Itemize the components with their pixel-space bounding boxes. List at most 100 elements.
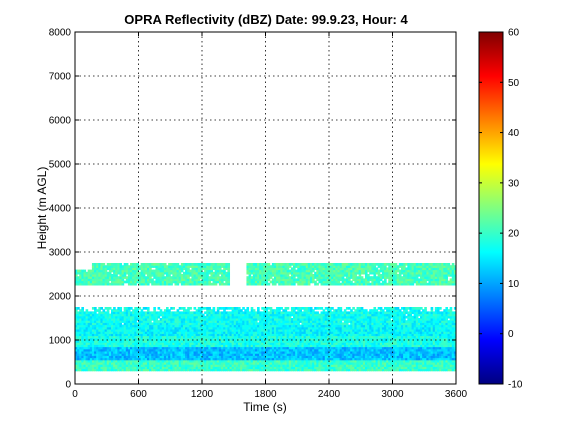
heatmap-cell: [322, 355, 326, 359]
heatmap-cell: [132, 324, 135, 328]
heatmap-cell: [100, 329, 104, 332]
heatmap-cell: [326, 366, 330, 370]
heatmap-cell: [223, 342, 226, 345]
heatmap-cell: [212, 366, 216, 370]
heatmap-cell: [102, 324, 106, 328]
heatmap-cell: [345, 353, 349, 356]
heatmap-cell: [130, 359, 133, 363]
heatmap-cell: [295, 335, 298, 339]
heatmap-cell: [362, 342, 366, 345]
heatmap-cell: [83, 311, 87, 315]
heatmap-cell: [396, 348, 400, 352]
heatmap-cell: [159, 357, 163, 361]
heatmap-cell: [208, 331, 211, 334]
heatmap-cell: [379, 359, 383, 363]
heatmap-cell: [428, 353, 432, 356]
heatmap-cell: [240, 337, 243, 341]
heatmap-cell: [89, 353, 93, 356]
heatmap-cell: [424, 368, 427, 372]
heatmap-cell: [358, 353, 362, 356]
heatmap-cell: [242, 333, 245, 337]
heatmap-cell: [146, 346, 150, 350]
heatmap-cell: [144, 329, 148, 332]
heatmap-cell: [172, 335, 175, 339]
heatmap-cell: [132, 311, 135, 315]
heatmap-cell: [276, 348, 279, 352]
heatmap-cell: [146, 335, 150, 339]
heatmap-cell: [248, 351, 252, 354]
heatmap-cell: [335, 355, 338, 359]
heatmap-cell: [390, 311, 393, 315]
heatmap-cell: [79, 324, 82, 328]
heatmap-cell: [430, 351, 434, 354]
heatmap-cell: [276, 359, 279, 363]
heatmap-cell: [432, 366, 436, 370]
heatmap-cell: [127, 313, 131, 317]
heatmap-cell: [123, 366, 127, 370]
heatmap-cell: [269, 318, 273, 321]
heatmap-cell: [176, 333, 180, 337]
heatmap-cell: [91, 331, 95, 334]
heatmap-cell: [428, 366, 432, 370]
heatmap-cell: [449, 366, 453, 370]
heatmap-cell: [254, 348, 258, 352]
heatmap-cell: [168, 342, 171, 345]
heatmap-cell: [439, 346, 442, 350]
heatmap-cell: [132, 351, 135, 354]
heatmap-cell: [225, 337, 228, 341]
heatmap-cell: [136, 353, 139, 356]
heatmap-cell: [153, 320, 156, 323]
heatmap-cell: [284, 364, 288, 367]
heatmap-cell: [121, 340, 125, 343]
heatmap-cell: [144, 346, 148, 350]
heatmap-cell: [371, 326, 374, 330]
heatmap-cell: [276, 351, 279, 354]
heatmap-cell: [358, 313, 362, 317]
heatmap-cell: [290, 331, 294, 334]
heatmap-cell: [290, 318, 294, 321]
heatmap-cell: [155, 331, 159, 334]
heatmap-cell: [350, 366, 353, 370]
heatmap-cell: [398, 366, 402, 370]
heatmap-cell: [360, 320, 364, 323]
heatmap-cell: [163, 366, 167, 370]
heatmap-cell: [189, 329, 192, 332]
heatmap-cell: [384, 315, 387, 319]
heatmap-cell: [146, 307, 150, 310]
heatmap-cell: [134, 342, 137, 345]
heatmap-cell: [146, 362, 150, 365]
heatmap-cell: [250, 335, 254, 339]
heatmap-cell: [405, 326, 408, 330]
heatmap-cell: [424, 320, 427, 323]
heatmap-cell: [121, 324, 125, 328]
heatmap-cell: [432, 329, 436, 332]
heatmap-cell: [246, 353, 250, 356]
heatmap-cell: [409, 346, 413, 350]
heatmap-cell: [373, 311, 377, 315]
heatmap-cell: [426, 322, 429, 326]
heatmap-cell: [104, 311, 108, 315]
heatmap-cell: [104, 364, 108, 367]
heatmap-cell: [91, 340, 95, 343]
heatmap-cell: [276, 331, 279, 334]
heatmap-cell: [371, 315, 374, 319]
heatmap-cell: [263, 329, 266, 332]
heatmap-cell: [356, 355, 360, 359]
heatmap-cell: [75, 359, 78, 363]
heatmap-cell: [329, 344, 332, 348]
heatmap-cell: [341, 348, 345, 352]
heatmap-cell: [339, 346, 343, 350]
heatmap-cell: [303, 362, 307, 365]
heatmap-cell: [204, 357, 207, 361]
heatmap-cell: [199, 342, 203, 345]
heatmap-cell: [309, 322, 313, 326]
heatmap-cell: [155, 351, 159, 354]
heatmap-cell: [91, 326, 95, 330]
heatmap-cell: [428, 357, 432, 361]
heatmap-cell: [146, 311, 150, 315]
heatmap-cell: [166, 329, 169, 332]
heatmap-cell: [108, 331, 112, 334]
heatmap-cell: [180, 351, 184, 354]
heatmap-cell: [290, 309, 294, 312]
heatmap-cell: [345, 331, 349, 334]
